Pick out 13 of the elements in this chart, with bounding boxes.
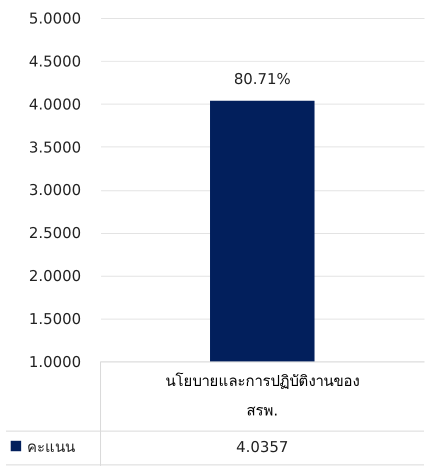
y-tick-label: 5.0000 [28, 9, 82, 28]
y-tick-label: 4.5000 [28, 52, 82, 70]
text: 4.0357 [236, 438, 288, 456]
y-tick-label: 2.5000 [28, 224, 82, 242]
y-tick-label: 4.0000 [28, 95, 82, 114]
y-tick-label: 3.0000 [28, 181, 82, 200]
x-tick-label: นโยบายและการปฏิบัติงานของ สรพ. [165, 372, 360, 420]
annotation: 80.71% [234, 70, 291, 88]
y-tick-label: 1.5000 [28, 310, 82, 328]
y-tick-label: 3.5000 [28, 138, 82, 156]
legend-label: คะแนน [26, 438, 75, 456]
y-tick-label: 1.0000 [28, 352, 82, 371]
y-tick-label: 2.0000 [28, 267, 82, 286]
